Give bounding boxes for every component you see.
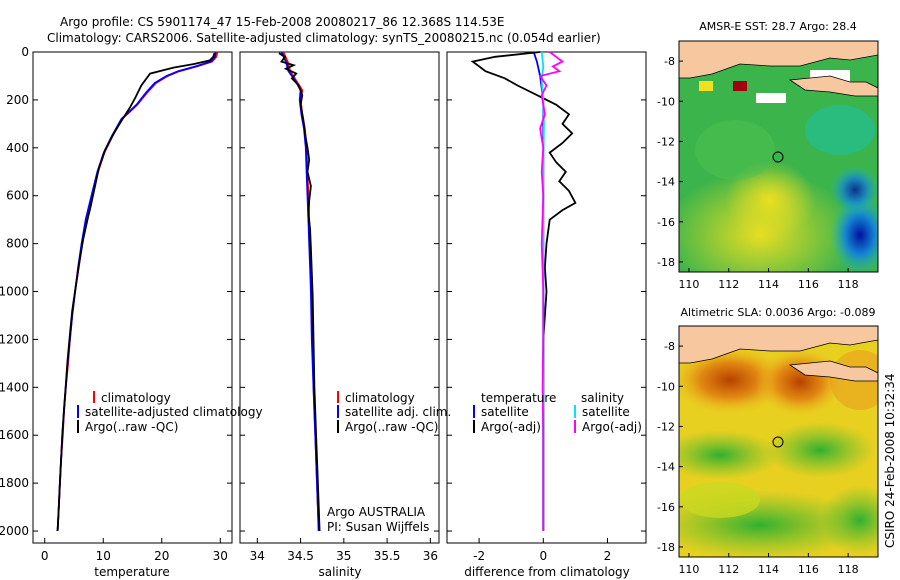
legend-title-temperature: temperature — [481, 391, 556, 405]
temperature-xlabel: temperature — [94, 565, 169, 579]
legend-label-temp-argo: Argo(-adj) — [481, 420, 541, 434]
sst-float-marker — [772, 151, 784, 163]
series-line-salinity-argo-adj- — [538, 51, 565, 531]
map-y-tick-label: -12 — [657, 420, 675, 433]
map-y-tick-label: -8 — [664, 55, 675, 68]
x-tick-label: 36 — [423, 549, 438, 563]
temperature-axes-box — [32, 51, 233, 544]
y-tick-label: 2000 — [0, 524, 29, 538]
salinity-ticks-group: 34 34.5 35 35.5 36 — [240, 51, 439, 563]
x-tick-label: 10 — [96, 549, 111, 563]
salinity-axes-box — [239, 51, 440, 544]
sla-map-title: Altimetric SLA: 0.0036 Argo: -0.089 — [681, 306, 876, 319]
difference-series-group — [470, 51, 577, 531]
x-tick-label: 20 — [154, 549, 169, 563]
difference-ticks-group: -2 0 2 — [447, 51, 646, 563]
sst-map-title: AMSR-E SST: 28.7 Argo: 28.4 — [699, 20, 857, 33]
map-y-tick-label: -14 — [657, 461, 675, 474]
sla-map-frame — [678, 325, 879, 558]
map-y-tick-label: -10 — [657, 380, 675, 393]
series-line-argo-raw-qc- — [278, 52, 321, 532]
x-tick-label: 2 — [604, 549, 612, 563]
series-line-argo-raw-qc- — [56, 52, 216, 532]
x-tick-label: 0 — [41, 549, 49, 563]
sst-map-panel: AMSR-E SST: 28.7 Argo: 28.4 110 112 114 116… — [657, 20, 879, 291]
map-y-tick-label: -18 — [657, 256, 675, 269]
series-line-climatology — [56, 51, 219, 532]
temperature-ticks-group: 0 10 20 30 0 200 400 600 800 1000 1200 1400 1600 1800… — [0, 45, 232, 563]
sst-map-ticks: 110 112 114 116 118 -8 -10 -12 -14 -16 -18 — [657, 55, 859, 291]
sla-map-ticks: 110 112 114 116 118 -8 -10 -12 -14 -16 -18 — [657, 340, 859, 576]
temperature-series-group — [56, 51, 219, 532]
map-x-tick-label: 116 — [798, 278, 819, 291]
map-x-tick-label: 116 — [798, 563, 819, 576]
difference-legend: temperature salinity satellite Argo(-adj… — [473, 391, 642, 434]
legend-label-argo: Argo(..raw -QC) — [85, 420, 178, 434]
series-line-satellite-adjusted-climatology — [56, 51, 217, 532]
y-tick-label: 600 — [6, 189, 29, 203]
temperature-panel: 0 10 20 30 0 200 400 600 800 1000 1200 1400 1600 1800… — [0, 45, 263, 579]
figure-title-line2: Climatology: CARS2006. Satellite-adjuste… — [47, 31, 601, 45]
map-y-tick-label: -8 — [664, 340, 675, 353]
y-tick-label: 1000 — [0, 285, 29, 299]
legend-label-climatology: climatology — [101, 391, 171, 405]
float-owner-annotation: Argo AUSTRALIA — [327, 505, 426, 519]
map-y-tick-label: -18 — [657, 541, 675, 554]
difference-xlabel: difference from climatology — [464, 565, 630, 579]
salinity-panel: 34 34.5 35 35.5 36 salinity climatology sate… — [239, 51, 451, 579]
y-tick-label: 1800 — [0, 476, 29, 490]
series-line-temperature-argo-adj- — [470, 51, 577, 531]
map-y-tick-label: -14 — [657, 176, 675, 189]
x-tick-label: 0 — [539, 549, 547, 563]
y-tick-label: 800 — [6, 237, 29, 251]
map-y-tick-label: -12 — [657, 135, 675, 148]
sla-float-marker — [772, 436, 784, 448]
salinity-legend: climatology satellite adj. clim. Argo(..… — [337, 391, 451, 434]
legend-label-sal-argo: Argo(-adj) — [582, 420, 642, 434]
y-tick-label: 1600 — [0, 428, 29, 442]
salinity-series-group — [278, 51, 321, 532]
legend-label-satellite-adj: satellite adj. clim. — [345, 405, 451, 419]
legend-label-sal-satellite: satellite — [582, 405, 630, 419]
y-tick-label: 1200 — [0, 332, 29, 346]
sla-map-field — [679, 326, 878, 557]
x-tick-label: 34 — [250, 549, 265, 563]
x-tick-label: 35 — [336, 549, 351, 563]
legend-label-climatology: climatology — [345, 391, 415, 405]
x-tick-label: 34.5 — [287, 549, 314, 563]
y-tick-label: 0 — [21, 45, 29, 59]
map-x-tick-label: 114 — [758, 563, 779, 576]
map-x-tick-label: 112 — [718, 563, 739, 576]
legend-label-satellite-adjusted: satellite-adjusted climatology — [85, 405, 263, 419]
map-x-tick-label: 118 — [838, 563, 859, 576]
float-pi-annotation: PI: Susan Wijffels — [327, 520, 429, 534]
y-tick-label: 400 — [6, 141, 29, 155]
sla-map-panel: Altimetric SLA: 0.0036 Argo: -0.089 110 1… — [657, 306, 879, 576]
difference-axes-box — [446, 51, 647, 544]
map-x-tick-label: 110 — [678, 563, 699, 576]
x-tick-label: 30 — [213, 549, 228, 563]
y-tick-label: 1400 — [0, 380, 29, 394]
legend-label-argo: Argo(..raw -QC) — [345, 420, 438, 434]
x-tick-label: 35.5 — [374, 549, 401, 563]
map-y-tick-label: -10 — [657, 95, 675, 108]
y-tick-label: 200 — [6, 93, 29, 107]
salinity-xlabel: salinity — [318, 565, 361, 579]
map-y-tick-label: -16 — [657, 216, 675, 229]
map-x-tick-label: 114 — [758, 278, 779, 291]
difference-panel: -2 0 2 difference from climatology tempera… — [446, 51, 647, 579]
legend-label-temp-satellite: satellite — [481, 405, 529, 419]
x-tick-label: -2 — [473, 549, 485, 563]
sst-map-field — [679, 41, 878, 272]
map-x-tick-label: 118 — [838, 278, 859, 291]
temperature-legend: climatology satellite-adjusted climatolo… — [77, 391, 263, 434]
legend-title-salinity: salinity — [581, 391, 624, 405]
map-x-tick-label: 110 — [678, 278, 699, 291]
figure-title-line1: Argo profile: CS 5901174_47 15-Feb-2008 … — [60, 15, 505, 29]
map-x-tick-label: 112 — [718, 278, 739, 291]
sst-map-frame — [678, 40, 879, 273]
map-y-tick-label: -16 — [657, 501, 675, 514]
credit-timestamp: CSIRO 24-Feb-2008 10:32:34 — [883, 373, 897, 548]
